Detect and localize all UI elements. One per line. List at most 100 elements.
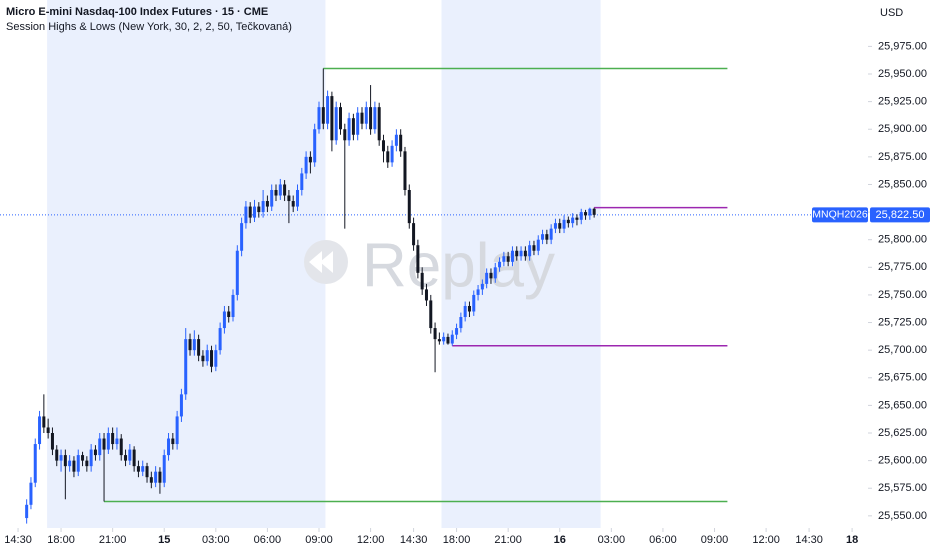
x-tick-label: 14:30: [4, 534, 32, 546]
candle-body: [222, 311, 226, 329]
candle-body: [334, 107, 338, 141]
candle-body: [270, 189, 274, 207]
candle-body: [317, 107, 321, 130]
candle-body: [338, 107, 342, 130]
candle-body: [571, 217, 575, 224]
y-tick-label: 25,900.00: [878, 123, 927, 135]
candle-body: [278, 184, 282, 196]
session-background: [441, 0, 601, 528]
candle-body: [416, 245, 420, 273]
candle-body: [545, 234, 549, 240]
candle-body: [553, 223, 557, 229]
y-tick-label: 25,575.00: [878, 482, 927, 494]
candle-body: [261, 201, 265, 213]
candle-body: [141, 466, 145, 472]
candle-body: [575, 217, 579, 220]
candle-body: [46, 427, 50, 434]
candle-body: [369, 107, 373, 130]
candle-body: [68, 460, 72, 467]
candle-body: [364, 107, 368, 124]
candle-body: [265, 201, 269, 207]
candle-body: [558, 223, 562, 229]
candle-body: [93, 449, 97, 456]
candle-body: [429, 300, 433, 329]
candle-body: [154, 471, 158, 483]
candle-body: [188, 339, 192, 351]
candle-body: [248, 206, 252, 218]
candle-body: [197, 339, 201, 356]
y-tick-label: 25,875.00: [878, 151, 927, 163]
last-price-label: 25,822.50: [876, 209, 925, 221]
y-tick-label: 25,650.00: [878, 399, 927, 411]
candle-body: [502, 256, 506, 262]
x-tick-label: 18: [846, 534, 858, 546]
candle-body: [274, 189, 278, 196]
watermark-text: Replay: [362, 231, 555, 300]
x-tick-label: 03:00: [202, 534, 230, 546]
y-tick-label: 25,800.00: [878, 234, 927, 246]
candle-body: [291, 201, 295, 207]
x-tick-label: 12:00: [752, 534, 780, 546]
candle-body: [235, 250, 239, 295]
candle-body: [351, 118, 355, 135]
x-tick-label: 14:30: [795, 534, 823, 546]
candle-body: [399, 134, 403, 152]
x-tick-label: 16: [554, 534, 566, 546]
candle-body: [566, 219, 570, 224]
x-tick-label: 06:00: [254, 534, 282, 546]
candle-body: [506, 256, 510, 262]
y-tick-label: 25,750.00: [878, 289, 927, 301]
candle-body: [356, 112, 360, 135]
candle-body: [149, 477, 153, 483]
candle-body: [98, 438, 102, 456]
y-tick-label: 25,850.00: [878, 178, 927, 190]
candle-body: [124, 455, 128, 461]
x-tick-label: 18:00: [47, 534, 75, 546]
candle-body: [420, 272, 424, 290]
x-tick-label: 21:00: [99, 534, 127, 546]
candle-body: [231, 294, 235, 318]
candle-body: [412, 223, 416, 246]
candle-body: [373, 107, 377, 130]
indicator-legend: Session Highs & Lows (New York, 30, 2, 2…: [6, 21, 292, 33]
candle-body: [59, 455, 63, 461]
candle-body: [300, 173, 304, 190]
y-tick-label: 25,975.00: [878, 40, 927, 52]
candle-body: [493, 267, 497, 279]
candle-body: [394, 134, 398, 146]
candle-body: [562, 219, 566, 229]
candle-body: [360, 112, 364, 124]
candle-body: [115, 438, 119, 445]
candle-body: [287, 195, 291, 202]
candle-body: [253, 206, 257, 218]
candle-body: [523, 250, 527, 257]
candle-body: [519, 250, 523, 257]
y-tick-label: 25,700.00: [878, 344, 927, 356]
y-tick-label: 25,925.00: [878, 96, 927, 108]
candle-body: [29, 482, 33, 505]
candle-body: [532, 245, 536, 251]
candle-body: [167, 438, 171, 456]
candle-body: [295, 189, 300, 207]
y-tick-label: 25,950.00: [878, 68, 927, 80]
x-tick-label: 03:00: [598, 534, 626, 546]
candle-body: [321, 107, 325, 124]
candle-body: [536, 239, 540, 251]
watermark: Replay: [304, 231, 555, 300]
candle-body: [390, 145, 394, 163]
candle-body: [584, 212, 588, 216]
candle-body: [459, 317, 463, 329]
candle-body: [55, 449, 59, 461]
candle-body: [450, 334, 454, 344]
plot-layer: 25,550.00 25,575.00 25,600.00 25,625.00 25,6…: [0, 40, 930, 546]
candle-body: [81, 455, 85, 461]
candle-body: [89, 449, 93, 467]
candle-body: [463, 305, 467, 318]
candle-body: [343, 129, 347, 141]
candle-body: [528, 245, 532, 257]
candle-body: [132, 449, 136, 467]
candle-body: [485, 272, 489, 284]
candle-body: [184, 339, 188, 395]
candle-body: [50, 433, 54, 450]
candle-body: [407, 189, 411, 224]
